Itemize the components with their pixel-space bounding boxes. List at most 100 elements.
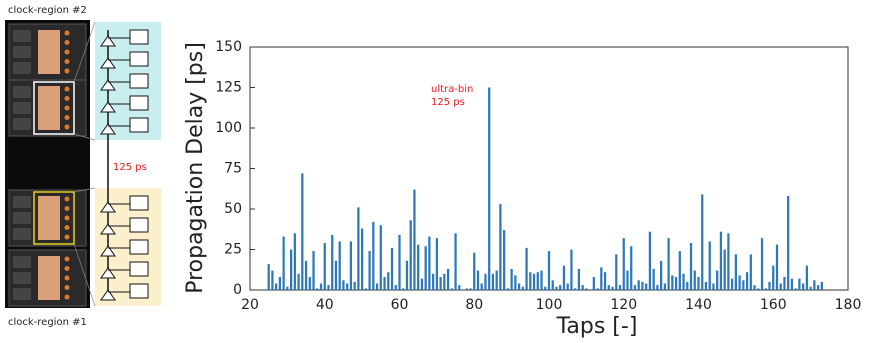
bar [387,272,389,290]
bar [630,246,632,290]
bar [458,285,460,290]
cell [13,272,31,284]
pin [65,206,70,211]
bar [709,241,711,290]
bar [402,288,404,290]
bar [552,280,554,290]
bar [570,250,572,291]
bar [712,284,714,290]
flip-flop [130,240,148,254]
bar [645,284,647,290]
bar [727,233,729,290]
bar [596,288,598,290]
bar [783,277,785,290]
bar [368,251,370,290]
bar [447,269,449,290]
bar [466,288,468,290]
bar [488,88,490,291]
slice [38,86,60,130]
bar [324,243,326,290]
bar [671,275,673,290]
bar [724,250,726,291]
bar [641,282,643,290]
pin [65,197,70,202]
bar [821,282,823,290]
y-tick-label: 125 [215,80,242,96]
cell [13,46,31,58]
x-tick-label: 60 [391,297,409,313]
bar [787,196,789,290]
pin [65,235,70,240]
x-tick-label: 180 [835,297,862,313]
bar [454,233,456,290]
bar [634,285,636,290]
bar [294,233,296,290]
pin [65,257,70,262]
pin [65,285,70,290]
bar [585,288,587,290]
bar [593,277,595,290]
bar [271,271,273,290]
bar [492,274,494,290]
pin [65,87,70,92]
delay-label: 125 ps [113,162,147,173]
bar [757,288,759,290]
bar [499,204,501,290]
bar [376,284,378,290]
flip-flop [130,284,148,298]
flip-flop [130,96,148,110]
bar [443,274,445,290]
bar [701,194,703,290]
bar [484,274,486,290]
bar [746,272,748,290]
flip-flop [130,52,148,66]
bar [694,271,696,290]
region-label: clock-region #1 [8,317,87,328]
bar [361,228,363,290]
bar [507,288,509,290]
bar [806,266,808,290]
pin [65,59,70,64]
bar [496,271,498,290]
bar [380,225,382,290]
bar [742,280,744,290]
annotation: ultra-bin [431,84,473,95]
bar [817,285,819,290]
bar [301,173,303,290]
pin [65,266,70,271]
bar [518,284,520,290]
pin [65,106,70,111]
x-tick-label: 100 [536,297,563,313]
bar [791,279,793,290]
flip-flop [130,262,148,276]
x-tick-label: 160 [760,297,787,313]
pin [65,40,70,45]
cell [13,102,31,114]
bar [555,287,557,290]
pin [65,96,70,101]
bar [667,238,669,290]
bar [331,235,333,290]
bar [765,288,767,290]
bar [559,285,561,290]
bar [391,248,393,290]
bar [421,279,423,290]
bar [335,261,337,290]
bar [529,272,531,290]
bar [305,261,307,290]
bar [417,245,419,290]
bar [439,277,441,290]
bar [611,287,613,290]
pin [65,69,70,74]
bar [753,285,755,290]
pin [65,50,70,55]
bar [320,284,322,290]
bar [626,271,628,290]
bar [615,254,617,290]
y-tick-label: 0 [233,282,242,298]
bar [563,266,565,290]
bar [600,267,602,290]
bar [342,280,344,290]
bar [410,220,412,290]
bar [503,230,505,290]
